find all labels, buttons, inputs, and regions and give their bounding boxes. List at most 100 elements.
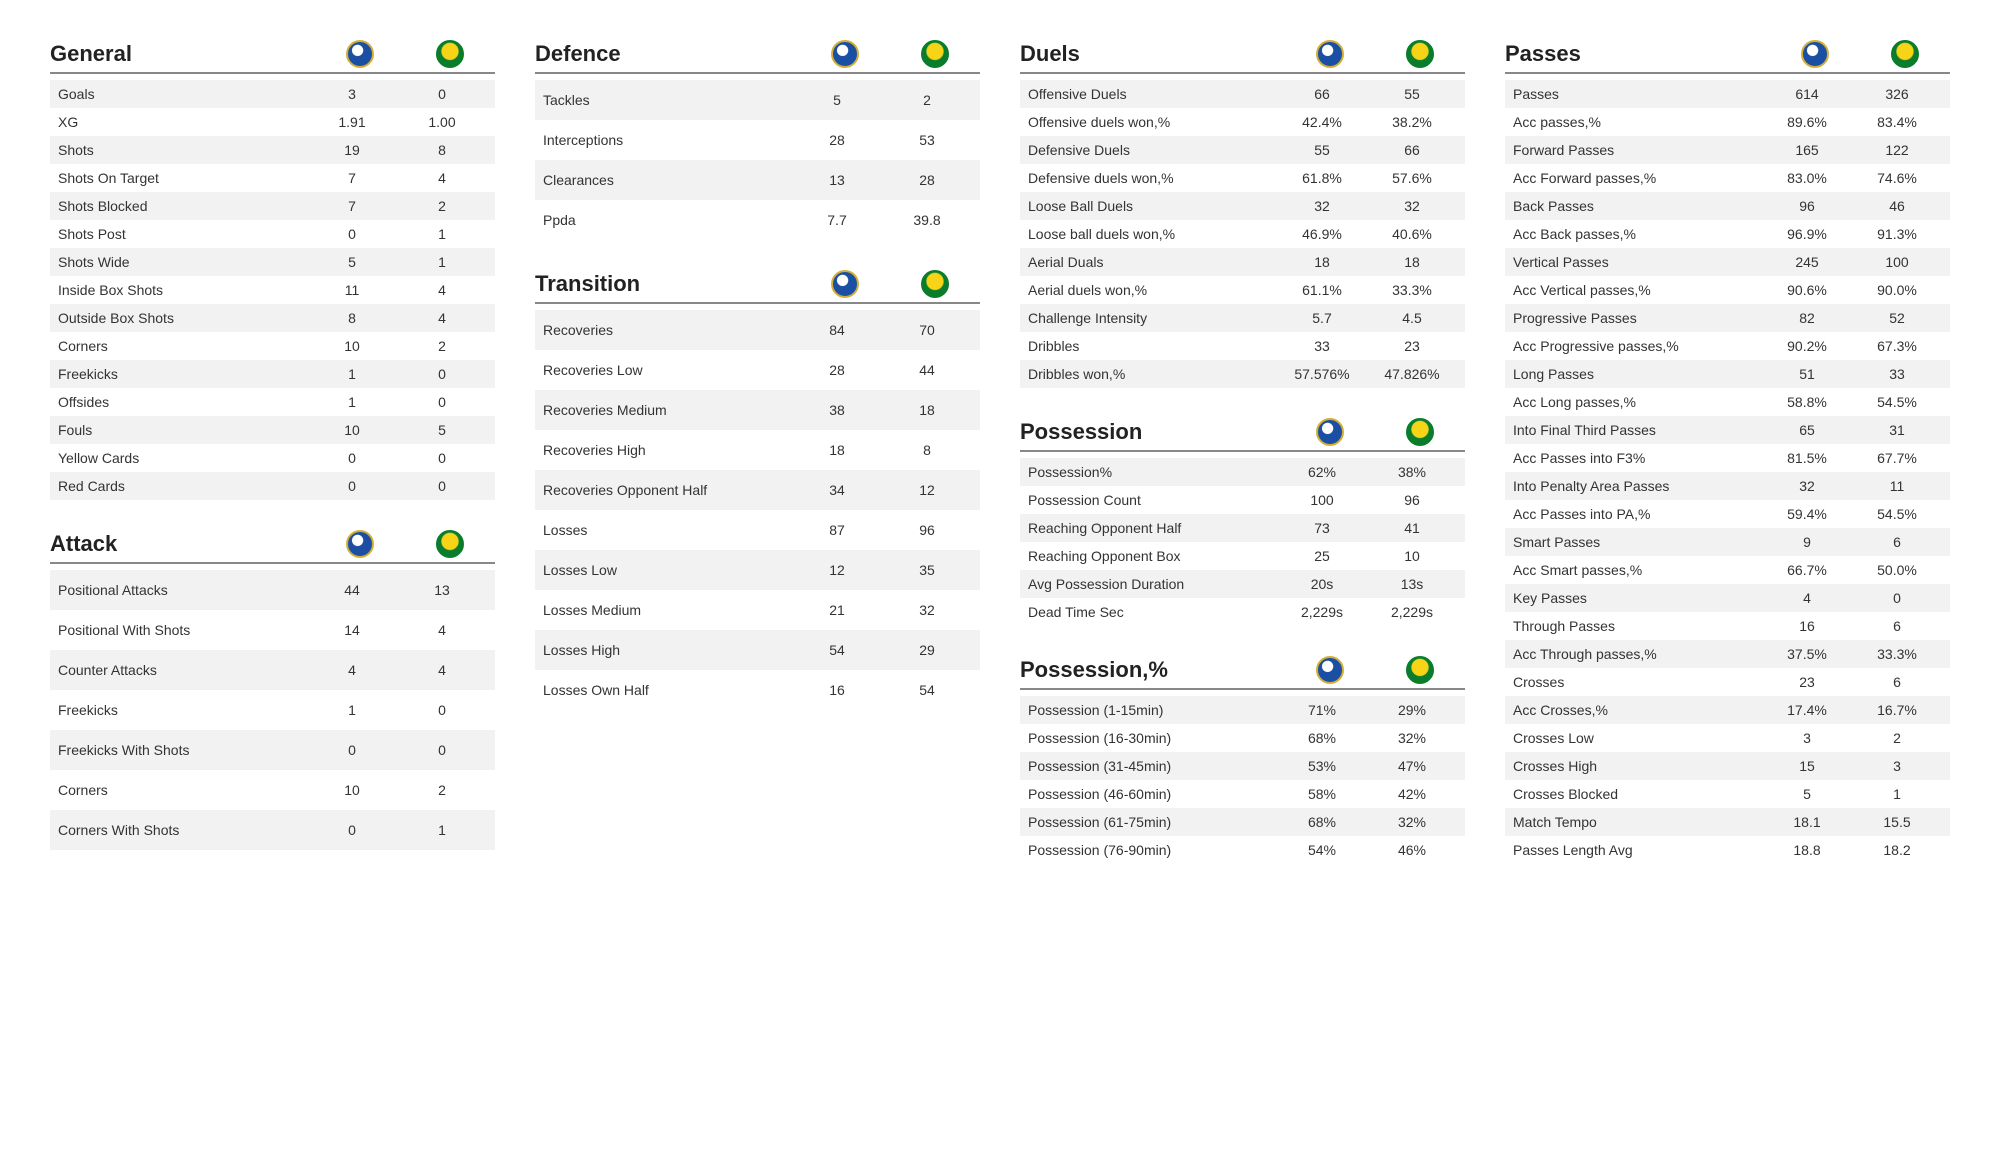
stat-value-team-a: 90.2% (1762, 338, 1852, 354)
stat-value-team-b: 4 (397, 662, 487, 678)
stat-value-team-a: 53% (1277, 758, 1367, 774)
table-row: Inside Box Shots114 (50, 276, 495, 304)
stat-value-team-b: 2 (882, 92, 972, 108)
stat-label: Acc Crosses,% (1513, 702, 1762, 718)
stat-label: Vertical Passes (1513, 254, 1762, 270)
stat-label: Possession (76-90min) (1028, 842, 1277, 858)
stat-label: Shots Post (58, 226, 307, 242)
stat-value-team-a: 89.6% (1762, 114, 1852, 130)
table-row: Reaching Opponent Half7341 (1020, 514, 1465, 542)
stat-label: Crosses High (1513, 758, 1762, 774)
stat-value-team-a: 7.7 (792, 212, 882, 228)
section-body: Offensive Duels6655Offensive duels won,%… (1020, 80, 1465, 388)
stat-value-team-b: 18 (1367, 254, 1457, 270)
stat-value-team-b: 2 (1852, 730, 1942, 746)
stat-value-team-b: 44 (882, 362, 972, 378)
section-body: Recoveries8470Recoveries Low2844Recoveri… (535, 310, 980, 710)
stat-label: Defensive duels won,% (1028, 170, 1277, 186)
table-row: Acc Vertical passes,%90.6%90.0% (1505, 276, 1950, 304)
stat-value-team-b: 38% (1367, 464, 1457, 480)
stat-value-team-b: 38.2% (1367, 114, 1457, 130)
stat-label: Clearances (543, 172, 792, 188)
stat-value-team-a: 83.0% (1762, 170, 1852, 186)
stat-label: Long Passes (1513, 366, 1762, 382)
stat-value-team-a: 10 (307, 422, 397, 438)
stat-value-team-b: 15.5 (1852, 814, 1942, 830)
stat-value-team-b: 54.5% (1852, 506, 1942, 522)
section-title: Duels (1020, 41, 1285, 67)
stat-value-team-b: 0 (397, 478, 487, 494)
table-row: Clearances1328 (535, 160, 980, 200)
stat-value-team-a: 614 (1762, 86, 1852, 102)
table-row: Shots On Target74 (50, 164, 495, 192)
stat-value-team-a: 7 (307, 170, 397, 186)
table-row: Back Passes9646 (1505, 192, 1950, 220)
stat-value-team-a: 34 (792, 482, 882, 498)
table-row: Match Tempo18.115.5 (1505, 808, 1950, 836)
stat-label: Offensive Duels (1028, 86, 1277, 102)
stat-value-team-b: 4 (397, 282, 487, 298)
stat-value-team-a: 37.5% (1762, 646, 1852, 662)
team-a-badge (1316, 656, 1344, 684)
stat-value-team-b: 18.2 (1852, 842, 1942, 858)
table-row: Acc Crosses,%17.4%16.7% (1505, 696, 1950, 724)
table-row: Freekicks With Shots00 (50, 730, 495, 770)
stat-value-team-b: 100 (1852, 254, 1942, 270)
team-b-badge (1406, 656, 1434, 684)
stat-value-team-a: 16 (792, 682, 882, 698)
section-body: Positional Attacks4413Positional With Sh… (50, 570, 495, 850)
stat-value-team-a: 15 (1762, 758, 1852, 774)
stat-value-team-b: 33.3% (1852, 646, 1942, 662)
stat-value-team-b: 122 (1852, 142, 1942, 158)
table-row: Smart Passes96 (1505, 528, 1950, 556)
stat-value-team-b: 67.3% (1852, 338, 1942, 354)
stat-label: Possession (31-45min) (1028, 758, 1277, 774)
stat-value-team-b: 46% (1367, 842, 1457, 858)
table-row: Offensive duels won,%42.4%38.2% (1020, 108, 1465, 136)
stat-label: Dead Time Sec (1028, 604, 1277, 620)
stat-label: Crosses (1513, 674, 1762, 690)
stat-label: Tackles (543, 92, 792, 108)
team-a-badge (346, 40, 374, 68)
stat-value-team-a: 7 (307, 198, 397, 214)
stat-value-team-a: 16 (1762, 618, 1852, 634)
table-row: Possession (46-60min)58%42% (1020, 780, 1465, 808)
stat-value-team-b: 83.4% (1852, 114, 1942, 130)
table-row: Yellow Cards00 (50, 444, 495, 472)
stat-value-team-a: 0 (307, 450, 397, 466)
stat-value-team-a: 3 (1762, 730, 1852, 746)
section-attack: AttackPositional Attacks4413Positional W… (50, 530, 495, 850)
stat-value-team-b: 6 (1852, 618, 1942, 634)
section-title: Defence (535, 41, 800, 67)
section-title: Transition (535, 271, 800, 297)
table-row: Possession (1-15min)71%29% (1020, 696, 1465, 724)
table-row: Aerial duels won,%61.1%33.3% (1020, 276, 1465, 304)
stat-value-team-b: 54 (882, 682, 972, 698)
stat-label: Recoveries Opponent Half (543, 482, 792, 498)
table-row: Defensive duels won,%61.8%57.6% (1020, 164, 1465, 192)
table-row: Positional Attacks4413 (50, 570, 495, 610)
table-row: Losses Low1235 (535, 550, 980, 590)
table-row: Possession (16-30min)68%32% (1020, 724, 1465, 752)
table-row: Shots198 (50, 136, 495, 164)
stat-value-team-a: 42.4% (1277, 114, 1367, 130)
stat-label: Corners (58, 338, 307, 354)
section-title: Attack (50, 531, 315, 557)
stat-label: Freekicks With Shots (58, 742, 307, 758)
stat-value-team-b: 13 (397, 582, 487, 598)
team-a-badge (831, 270, 859, 298)
stat-label: Progressive Passes (1513, 310, 1762, 326)
stat-label: Recoveries Low (543, 362, 792, 378)
table-row: XG1.911.00 (50, 108, 495, 136)
stat-value-team-b: 96 (882, 522, 972, 538)
stat-value-team-b: 1 (1852, 786, 1942, 802)
stat-label: Passes Length Avg (1513, 842, 1762, 858)
section-body: Goals30XG1.911.00Shots198Shots On Target… (50, 80, 495, 500)
stat-label: Possession Count (1028, 492, 1277, 508)
stat-value-team-b: 6 (1852, 534, 1942, 550)
stat-label: Crosses Low (1513, 730, 1762, 746)
stat-value-team-b: 70 (882, 322, 972, 338)
stat-value-team-a: 46.9% (1277, 226, 1367, 242)
stat-label: Outside Box Shots (58, 310, 307, 326)
stat-value-team-a: 0 (307, 742, 397, 758)
